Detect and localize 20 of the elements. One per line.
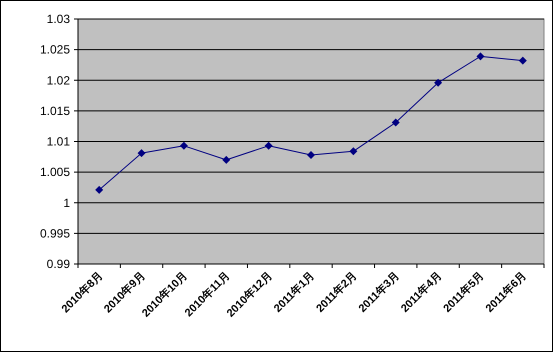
point: [180, 142, 188, 150]
y-tick-label: 1.02: [46, 73, 70, 88]
y-tick-label: 1.015: [40, 104, 70, 118]
point: [518, 56, 527, 65]
y-tick-label: 0.995: [40, 226, 70, 240]
y-tick-label: 1.01: [46, 134, 70, 148]
point: [95, 186, 104, 194]
point: [307, 150, 315, 159]
point: [222, 156, 230, 164]
point: [476, 52, 484, 60]
y-tick-label: 0.99: [46, 257, 70, 271]
y-tick-label: 1.005: [40, 165, 70, 180]
point: [349, 147, 358, 156]
point: [264, 142, 273, 150]
y-tick-label: 1: [63, 196, 70, 210]
y-tick-label: 1.03: [46, 12, 70, 26]
point: [138, 149, 146, 158]
point: [434, 78, 442, 87]
y-tick-label: 1.025: [40, 42, 70, 57]
point: [392, 118, 400, 127]
